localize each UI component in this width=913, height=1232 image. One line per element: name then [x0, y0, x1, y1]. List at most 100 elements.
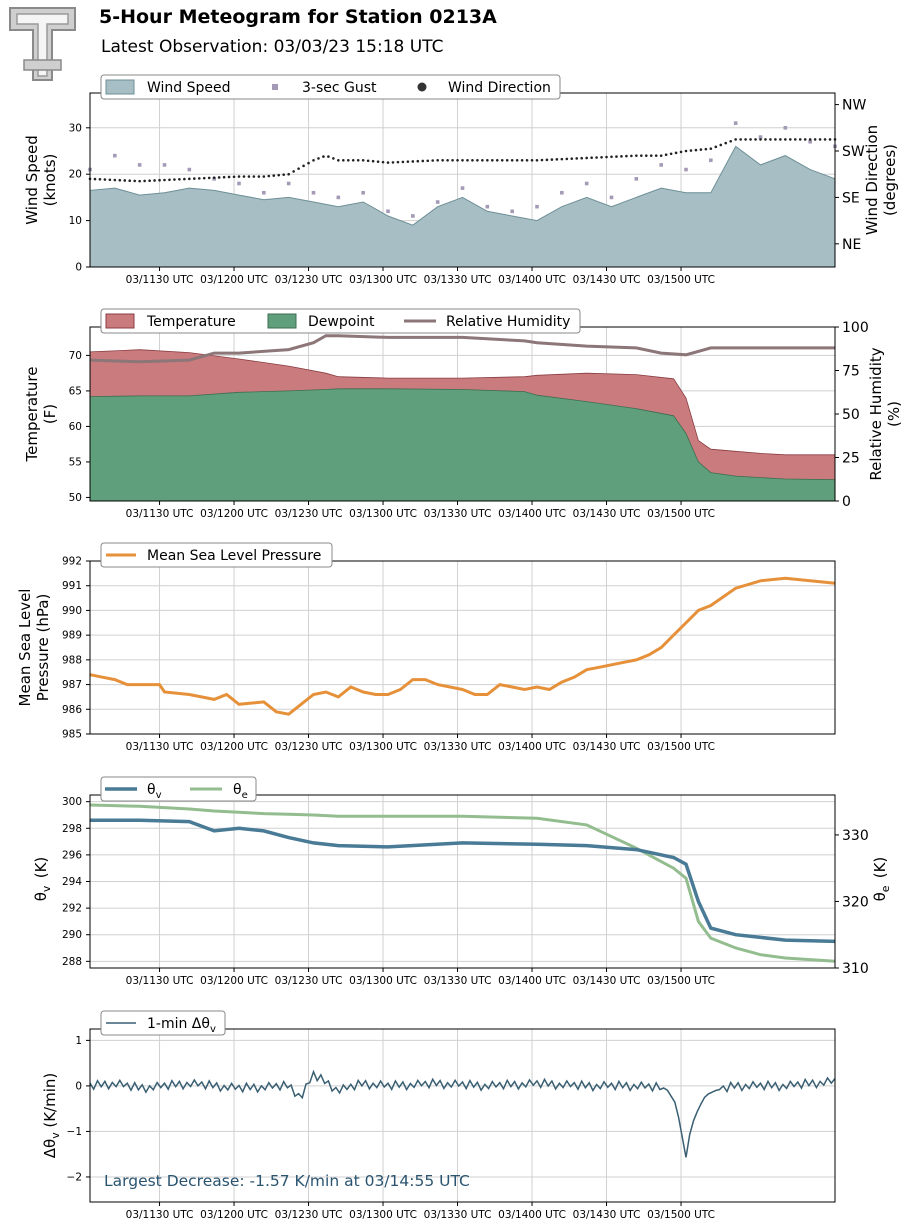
gust-point — [510, 209, 514, 214]
x-tick-label: 03/1200 UTC — [200, 975, 268, 987]
x-tick-label: 03/1500 UTC — [647, 274, 715, 286]
direction-point — [342, 158, 345, 162]
direction-point — [178, 178, 181, 181]
direction-point — [803, 138, 807, 141]
direction-point — [183, 177, 186, 181]
direction-point — [461, 158, 464, 162]
direction-point — [441, 158, 444, 162]
direction-point — [813, 138, 817, 141]
direction-point — [590, 156, 593, 160]
direction-point — [823, 138, 827, 141]
direction-point — [133, 179, 136, 183]
gust-point — [435, 200, 440, 204]
direction-point — [98, 178, 102, 181]
y2-tick-label: 0 — [842, 494, 851, 510]
gust-point — [137, 163, 142, 167]
direction-point — [411, 160, 415, 163]
direction-point — [421, 159, 425, 163]
wind-y2-label: Wind Direction(degrees) — [863, 125, 899, 235]
gust-point — [187, 167, 192, 172]
y-tick-label: 0 — [75, 1080, 82, 1092]
gust-point — [485, 204, 490, 209]
direction-point — [371, 159, 375, 163]
legend-rh-label: Relative Humidity — [446, 314, 570, 330]
direction-point — [197, 177, 201, 180]
direction-point — [620, 155, 623, 158]
y-tick-label: 55 — [69, 456, 82, 468]
direction-point — [789, 138, 792, 141]
direction-point — [217, 176, 221, 179]
direction-point — [664, 153, 668, 157]
x-tick-label: 03/1430 UTC — [573, 1209, 641, 1221]
theta-e-line — [89, 803, 836, 963]
relative-humidity-line — [89, 334, 835, 364]
direction-point — [510, 158, 514, 162]
legend-pressure-label: Mean Sea Level Pressure — [147, 548, 321, 564]
gust-point — [162, 163, 167, 167]
direction-point — [356, 158, 360, 162]
direction-point — [729, 139, 732, 143]
y-tick-label: 992 — [62, 556, 82, 568]
direction-point — [436, 158, 439, 162]
direction-point — [560, 157, 564, 161]
direction-point — [555, 158, 559, 161]
direction-point — [267, 174, 271, 178]
direction-point — [525, 158, 529, 162]
gust-point — [262, 190, 266, 195]
direction-point — [173, 178, 176, 181]
direction-point — [679, 150, 683, 154]
theta-panel: 03/1130 UTC 03/1200 UTC 03/1230 UTC 03/1300… — [32, 776, 892, 987]
direction-point — [808, 138, 812, 141]
x-tick-label: 03/1330 UTC — [424, 741, 492, 753]
legend-direction-swatch — [417, 82, 427, 92]
x-tick-label: 03/1200 UTC — [200, 274, 268, 286]
theta-y-label-text: θv — [32, 885, 53, 901]
direction-point — [451, 158, 454, 162]
direction-point — [635, 154, 638, 157]
direction-point — [168, 178, 171, 182]
direction-point — [158, 178, 161, 182]
legend-box — [100, 542, 333, 568]
direction-point — [585, 156, 588, 160]
direction-point — [520, 158, 524, 162]
gust-point — [535, 204, 539, 209]
x-tick-label: 03/1130 UTC — [126, 741, 194, 753]
x-tick-label: 03/1330 UTC — [424, 274, 492, 286]
legend-box — [100, 776, 257, 802]
y-tick-label: 990 — [62, 605, 82, 617]
thermo-y2-label: Relative Humidity(%) — [867, 347, 903, 480]
direction-point — [779, 138, 782, 141]
x-tick-label: 03/1330 UTC — [424, 508, 492, 520]
direction-point — [381, 160, 385, 164]
legend-wind-swatch — [105, 79, 135, 95]
gust-point — [336, 195, 341, 200]
dtheta-line — [89, 1069, 836, 1158]
direction-point — [366, 159, 370, 163]
direction-point — [600, 155, 603, 159]
wind-speed-area — [89, 145, 836, 268]
x-tick-label: 03/1130 UTC — [126, 508, 194, 520]
direction-point — [640, 154, 643, 157]
direction-point — [739, 138, 742, 141]
direction-point — [426, 159, 430, 163]
direction-point — [143, 179, 146, 183]
direction-point — [292, 170, 295, 173]
direction-point — [252, 175, 256, 178]
direction-point — [530, 158, 534, 162]
direction-point — [491, 158, 494, 162]
y-tick-label: 60 — [69, 421, 82, 433]
theta-y-label: θv (K) — [32, 857, 53, 902]
direction-point — [818, 138, 822, 141]
legend-temp-swatch — [105, 313, 135, 329]
x-tick-label: 03/1500 UTC — [647, 975, 715, 987]
direction-point — [118, 178, 122, 182]
gust-point — [411, 214, 415, 218]
direction-point — [793, 138, 797, 141]
direction-point — [207, 176, 211, 180]
direction-point — [222, 175, 226, 179]
direction-point — [163, 178, 166, 182]
direction-point — [709, 147, 713, 150]
direction-point — [719, 143, 723, 147]
direction-point — [754, 138, 757, 141]
